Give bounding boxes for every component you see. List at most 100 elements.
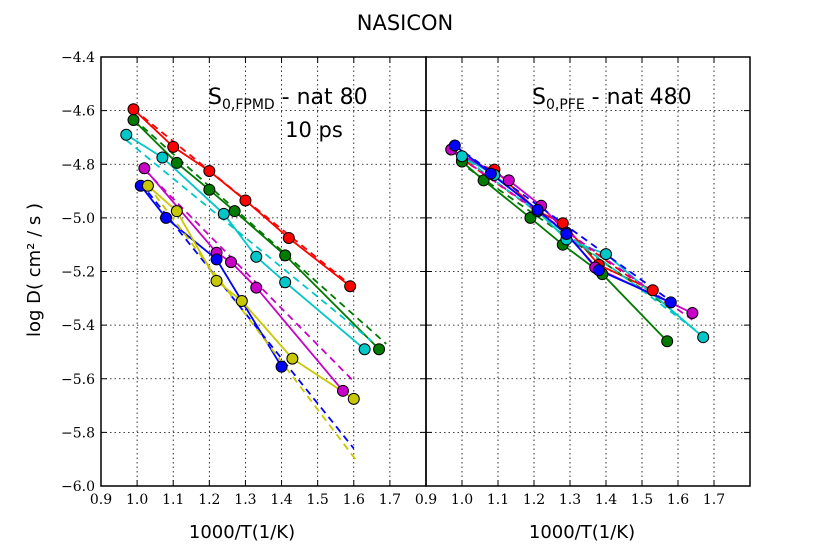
left-series-4-fit-line (143, 168, 355, 383)
right-x-tick-label: 1.2 (523, 492, 545, 508)
left-series-2-line (132, 119, 380, 350)
left-y-tick-label: −5.4 (61, 318, 95, 334)
left-y-tick-label: −5.6 (61, 372, 95, 388)
right-x-tick-label: 1.6 (667, 492, 689, 508)
left-y-ticks: −4.4 −4.6 −4.8 −5.0 −5.2 −5.4 −5.6 −5.8 −6.0 (61, 50, 95, 495)
right-series-1-point (646, 284, 659, 297)
left-x-tick-label: 1.2 (198, 492, 220, 508)
right-series-3-point (697, 331, 710, 344)
left-x-tick-label: 1.1 (162, 492, 184, 508)
right-panel: 0.9 1.0 1.1 1.2 1.3 1.4 1.5 1.6 1.7 S0,PFE - nat… (415, 56, 751, 508)
left-x-tick-label: 1.0 (126, 492, 148, 508)
left-annotation-duration: 10 ps (285, 118, 343, 142)
right-x-tick-label: 1.5 (631, 492, 653, 508)
left-series-3-point (250, 250, 263, 263)
right-series-3-point (456, 150, 468, 163)
left-series-3-point (156, 151, 169, 164)
left-series-6-point (141, 179, 154, 192)
right-x-tick-label: 1.1 (487, 492, 509, 508)
chart-title: NASICON (357, 11, 454, 35)
right-series-5-point (664, 296, 677, 309)
left-y-tick-label: −4.8 (61, 157, 95, 173)
left-series-6-line (147, 185, 355, 400)
right-x-tick-label: 1.0 (451, 492, 473, 508)
right-series-5-point (560, 227, 573, 240)
right-series-5-point (448, 139, 461, 152)
left-series-4-point (225, 256, 237, 269)
right-series-2-point (661, 335, 674, 348)
right-annotation-rest: - nat 480 (585, 85, 692, 110)
y-axis-label: log D( cm² / s ) (24, 203, 45, 337)
left-annotation-rest: - nat 80 (275, 85, 368, 110)
left-series-3-fit-line (125, 139, 373, 342)
left-y-tick-label: −6.0 (61, 479, 95, 495)
left-series-1-point (127, 103, 140, 116)
left-series-6-fit-line (147, 185, 359, 463)
left-x-tick-label: 1.4 (270, 492, 292, 508)
left-series-5-line (139, 185, 283, 368)
left-grid (101, 56, 426, 487)
left-series-2-point (203, 183, 216, 196)
left-series-1-point (167, 140, 180, 153)
right-annotation-subscript: 0,PFE (546, 97, 585, 113)
left-series-2-point (170, 156, 183, 169)
left-x-tick-label: 1.7 (379, 492, 401, 508)
left-series-6-point (210, 274, 223, 287)
left-series-2-point (127, 114, 140, 127)
left-y-tick-label: −5.8 (61, 425, 95, 441)
left-series-3-point (358, 343, 371, 356)
right-series-4-point (502, 174, 515, 187)
left-series-2-point (279, 249, 292, 262)
left-y-tick-label: −5.0 (61, 211, 95, 227)
left-series-2-fit-line (132, 117, 387, 345)
right-x-tick-label: 1.7 (703, 492, 725, 508)
right-grid (426, 56, 750, 487)
left-series-1-point (282, 231, 295, 244)
left-series-5-point (275, 360, 288, 373)
left-series-5-fit-line (140, 182, 355, 450)
left-x-tick-label: 1.6 (343, 492, 365, 508)
left-series-3-point (217, 207, 230, 220)
left-x-ticks: 0.9 1.0 1.1 1.2 1.3 1.4 1.5 1.6 1.7 (90, 57, 401, 508)
left-series-3-point (279, 276, 292, 289)
right-series (445, 139, 710, 348)
right-series-5-point (484, 167, 497, 180)
left-series-6-point (286, 352, 299, 365)
left-series-1-point (344, 280, 357, 293)
right-axes-frame (425, 56, 751, 487)
left-annotation-main: S (208, 85, 222, 110)
left-series-4-point (336, 384, 349, 397)
x-axis-label-right: 1000/T(1/K) (529, 522, 635, 543)
left-series-3-point (120, 128, 133, 141)
right-x-ticks: 0.9 1.0 1.1 1.2 1.3 1.4 1.5 1.6 1.7 (415, 57, 725, 508)
right-series-4-point (686, 307, 699, 320)
left-x-tick-label: 0.9 (90, 492, 112, 508)
right-series-2-line (461, 160, 668, 342)
left-x-tick-label: 1.5 (307, 492, 329, 508)
right-annotation: S0,PFE - nat 480 (532, 85, 692, 113)
right-series-5-point (592, 264, 605, 277)
left-series-4-point (138, 162, 151, 175)
left-series-6-point (170, 205, 183, 218)
left-series-5-point (160, 211, 172, 224)
left-series-2-point (228, 205, 241, 218)
left-series-1-point (203, 164, 216, 177)
left-series-6-point (235, 294, 248, 307)
right-x-tick-label: 1.3 (559, 492, 581, 508)
right-annotation-main: S (532, 85, 546, 110)
left-x-tick-label: 1.3 (234, 492, 256, 508)
left-annotation: S0,FPMD - nat 80 (208, 85, 368, 113)
right-series-5-line (454, 144, 672, 304)
x-axis-label-left: 1000/T(1/K) (189, 522, 295, 543)
left-series-1-point (239, 194, 252, 207)
left-y-tick-label: −4.6 (61, 104, 95, 120)
right-x-tick-label: 0.9 (415, 492, 437, 508)
right-x-tick-label: 1.4 (595, 492, 617, 508)
right-series-5-point (531, 203, 544, 216)
right-series-3-point (600, 248, 612, 261)
left-series-4-point (250, 281, 263, 294)
left-annotation-subscript: 0,FPMD (222, 97, 275, 113)
left-series-5-point (210, 253, 223, 266)
left-series-3-line (125, 134, 366, 350)
